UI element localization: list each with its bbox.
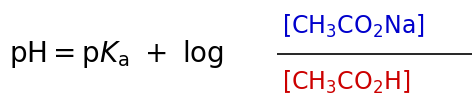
Text: $\mathrm{[CH_3CO_2H]}$: $\mathrm{[CH_3CO_2H]}$ [282, 68, 410, 96]
Text: $\mathrm{pH = p}K_\mathrm{a}\mathrm{\ +\ log}$: $\mathrm{pH = p}K_\mathrm{a}\mathrm{\ +\… [9, 38, 225, 70]
Text: $\mathrm{[CH_3CO_2Na]}$: $\mathrm{[CH_3CO_2Na]}$ [282, 12, 425, 40]
